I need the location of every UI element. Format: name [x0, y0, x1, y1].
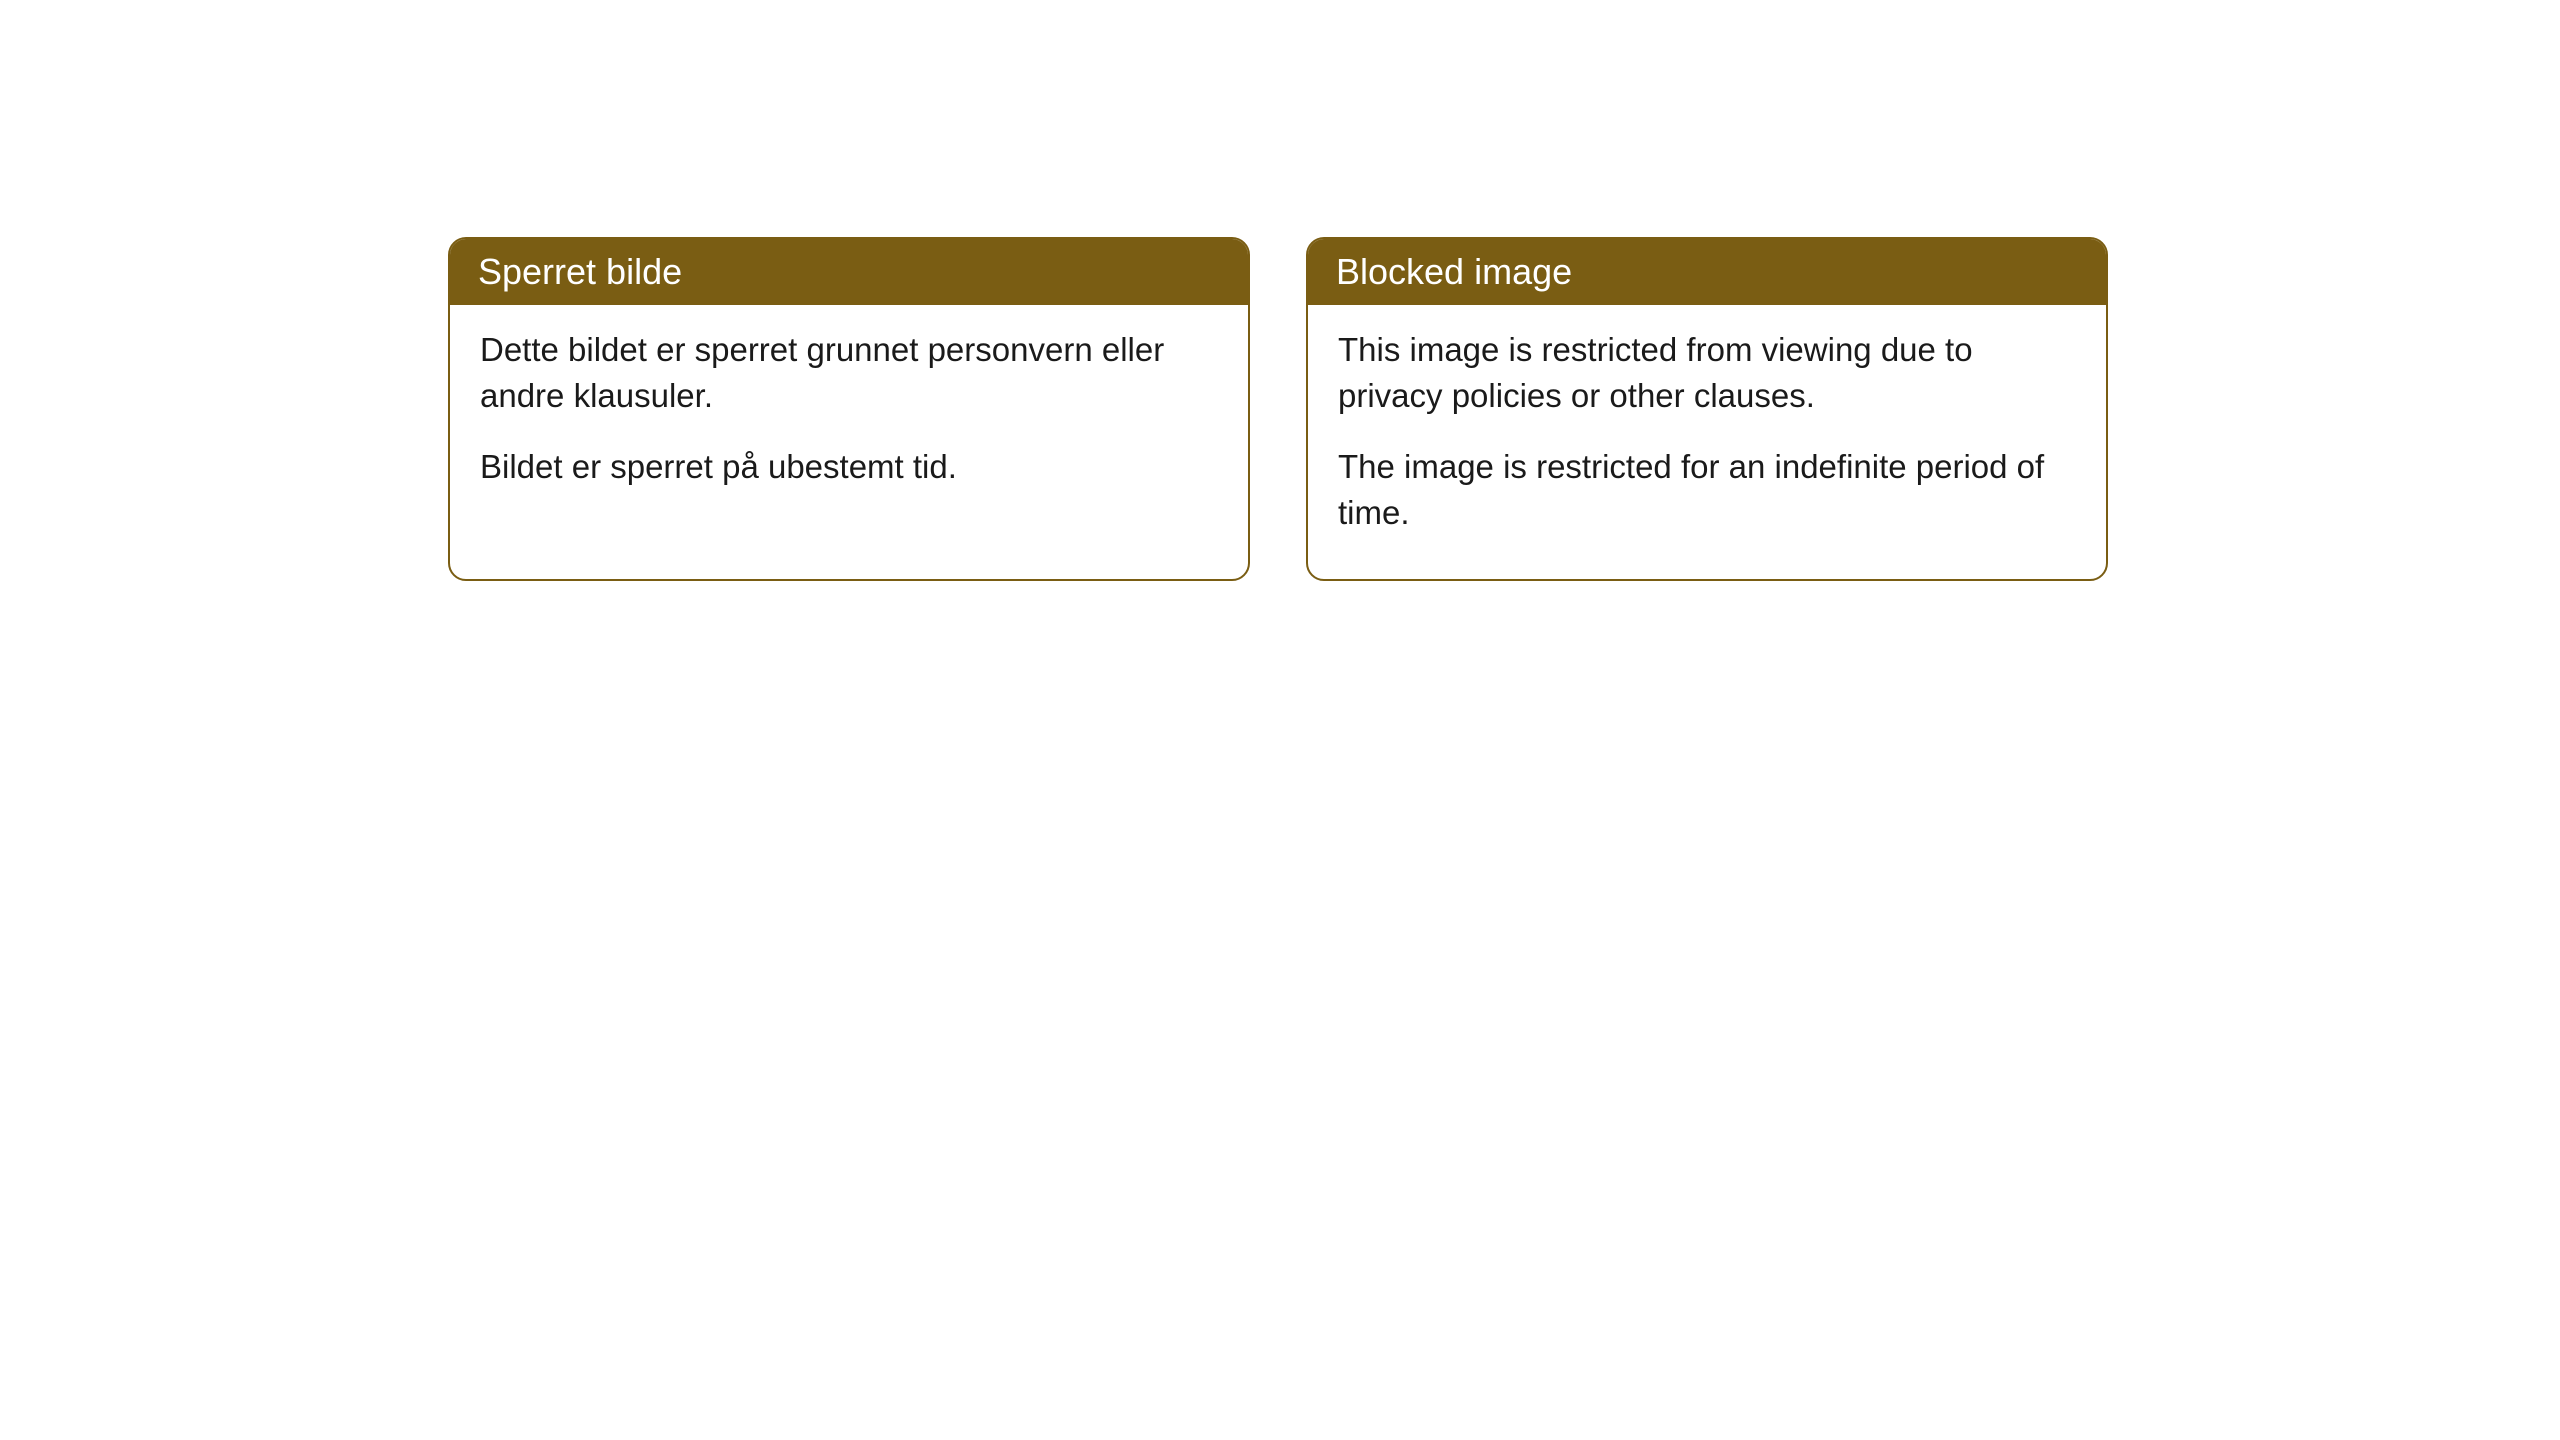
card-text-para2: The image is restricted for an indefinit… — [1338, 444, 2076, 535]
card-title: Blocked image — [1336, 251, 1572, 292]
card-header-english: Blocked image — [1308, 239, 2106, 305]
notice-card-english: Blocked image This image is restricted f… — [1306, 237, 2108, 581]
card-title: Sperret bilde — [478, 251, 682, 292]
card-text-para1: Dette bildet er sperret grunnet personve… — [480, 327, 1218, 418]
card-header-norwegian: Sperret bilde — [450, 239, 1248, 305]
card-body-english: This image is restricted from viewing du… — [1308, 305, 2106, 579]
notice-card-norwegian: Sperret bilde Dette bildet er sperret gr… — [448, 237, 1250, 581]
card-text-para1: This image is restricted from viewing du… — [1338, 327, 2076, 418]
card-text-para2: Bildet er sperret på ubestemt tid. — [480, 444, 1218, 490]
card-body-norwegian: Dette bildet er sperret grunnet personve… — [450, 305, 1248, 534]
notice-container: Sperret bilde Dette bildet er sperret gr… — [448, 237, 2108, 581]
